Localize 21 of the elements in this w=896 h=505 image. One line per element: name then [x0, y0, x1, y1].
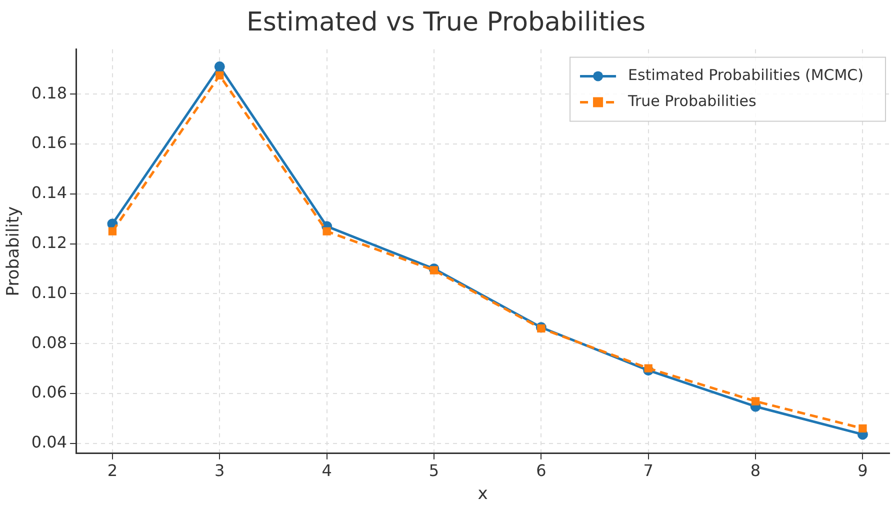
- x-tick-label: 3: [214, 461, 225, 480]
- y-tick-label: 0.18: [31, 83, 68, 102]
- y-tick-label: 0.12: [31, 232, 68, 252]
- y-tick-label: 0.10: [31, 282, 68, 302]
- x-tick-label: 6: [536, 461, 546, 480]
- chart-title: Estimated vs True Probabilities: [246, 7, 646, 38]
- y-tick-label: 0.08: [31, 332, 68, 352]
- legend-label: True Probabilities: [627, 92, 756, 110]
- y-tick-label: 0.16: [31, 133, 68, 152]
- x-axis-title: x: [478, 484, 488, 504]
- x-tick-label: 4: [322, 461, 332, 480]
- y-axis-title: Probability: [4, 206, 24, 296]
- x-tick-label: 8: [750, 461, 761, 480]
- y-tick-label: 0.04: [31, 432, 68, 452]
- x-tick-label: 7: [643, 461, 654, 480]
- legend-label: Estimated Probabilities (MCMC): [628, 66, 864, 84]
- y-tick-label: 0.14: [31, 183, 68, 202]
- x-tick-label: 5: [428, 461, 440, 480]
- x-tick-label: 9: [858, 461, 868, 480]
- x-tick-label: 2: [107, 461, 118, 480]
- y-tick-label: 0.06: [31, 382, 68, 402]
